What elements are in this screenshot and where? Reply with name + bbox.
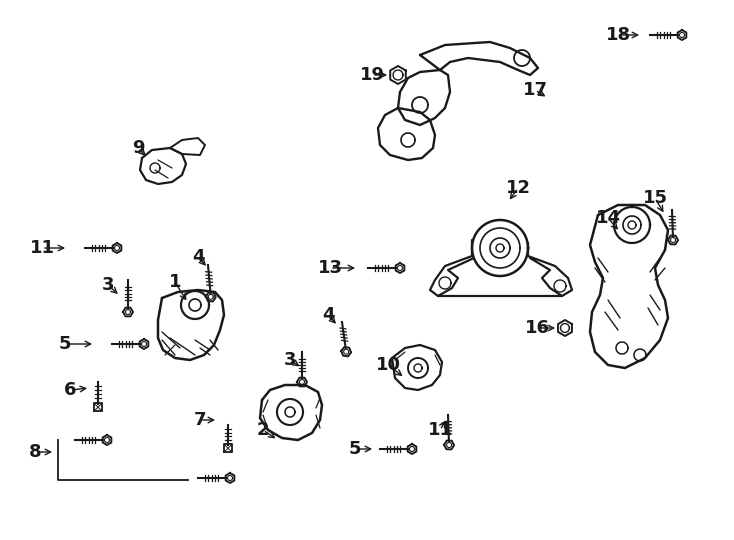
Text: 13: 13 (318, 259, 343, 277)
Text: 8: 8 (29, 443, 41, 461)
Text: 16: 16 (525, 319, 550, 337)
Text: 6: 6 (64, 381, 76, 399)
Text: 11: 11 (427, 421, 452, 439)
Text: 4: 4 (192, 248, 204, 266)
Text: 14: 14 (595, 209, 620, 227)
Text: 12: 12 (506, 179, 531, 197)
Text: 18: 18 (606, 26, 631, 44)
Text: 5: 5 (59, 335, 71, 353)
Text: 3: 3 (102, 276, 115, 294)
Text: 4: 4 (321, 306, 334, 324)
Text: 7: 7 (194, 411, 206, 429)
Text: 19: 19 (360, 66, 385, 84)
Text: 5: 5 (349, 440, 361, 458)
Text: 3: 3 (284, 351, 297, 369)
Text: 17: 17 (523, 81, 548, 99)
Text: 9: 9 (131, 139, 145, 157)
Text: 2: 2 (257, 421, 269, 439)
Text: 15: 15 (642, 189, 667, 207)
Text: 1: 1 (169, 273, 181, 291)
Text: 11: 11 (29, 239, 54, 257)
Text: 10: 10 (376, 356, 401, 374)
